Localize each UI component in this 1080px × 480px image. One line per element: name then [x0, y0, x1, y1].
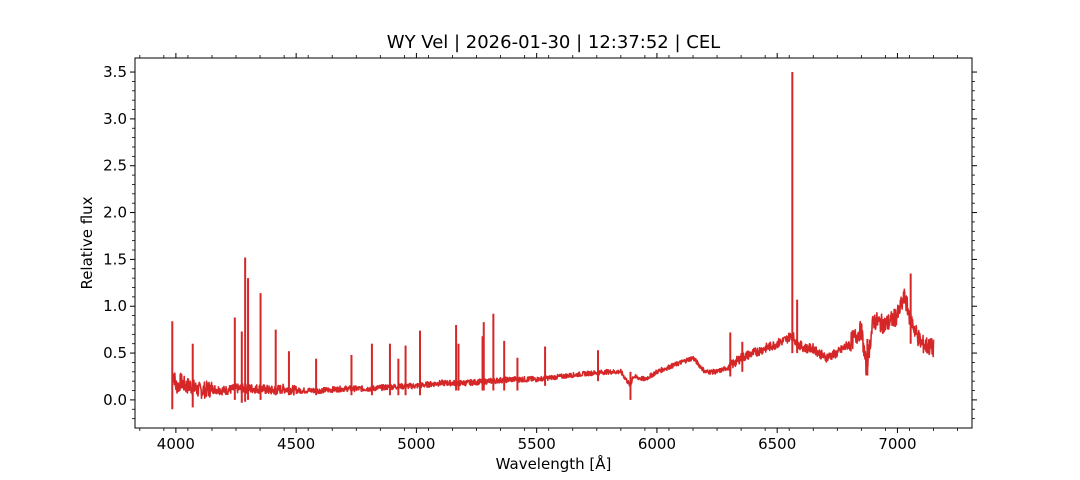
y-tick-label: 1.5 [103, 250, 127, 268]
y-tick-label: 3.0 [103, 110, 127, 128]
x-tick-label: 5000 [397, 435, 435, 453]
chart-title: WY Vel | 2026-01-30 | 12:37:52 | CEL [387, 32, 720, 53]
y-tick-label: 2.0 [103, 204, 127, 222]
plot-frame [134, 57, 973, 429]
x-tick-label: 6500 [758, 435, 796, 453]
y-tick-label: 0.0 [103, 391, 127, 409]
y-tick-label: 3.5 [103, 63, 127, 81]
x-tick-label: 4000 [157, 435, 195, 453]
y-tick-label: 1.0 [103, 297, 127, 315]
x-tick-label: 5500 [518, 435, 556, 453]
tick-layer: 4000 4500 5000 5500 6000 6500 7000 0.0 0.5 1.0 1.5… [103, 53, 977, 453]
x-axis-label: Wavelength [Å] [496, 454, 612, 473]
x-tick-label: 6000 [638, 435, 676, 453]
x-tick-label: 4500 [277, 435, 315, 453]
y-axis-label: Relative flux [78, 196, 96, 289]
x-tick-label: 7000 [878, 435, 916, 453]
spectrum-line-0 [171, 288, 935, 400]
y-tick-label: 0.5 [103, 344, 127, 362]
y-tick-label: 2.5 [103, 157, 127, 175]
series-layer [171, 72, 935, 410]
